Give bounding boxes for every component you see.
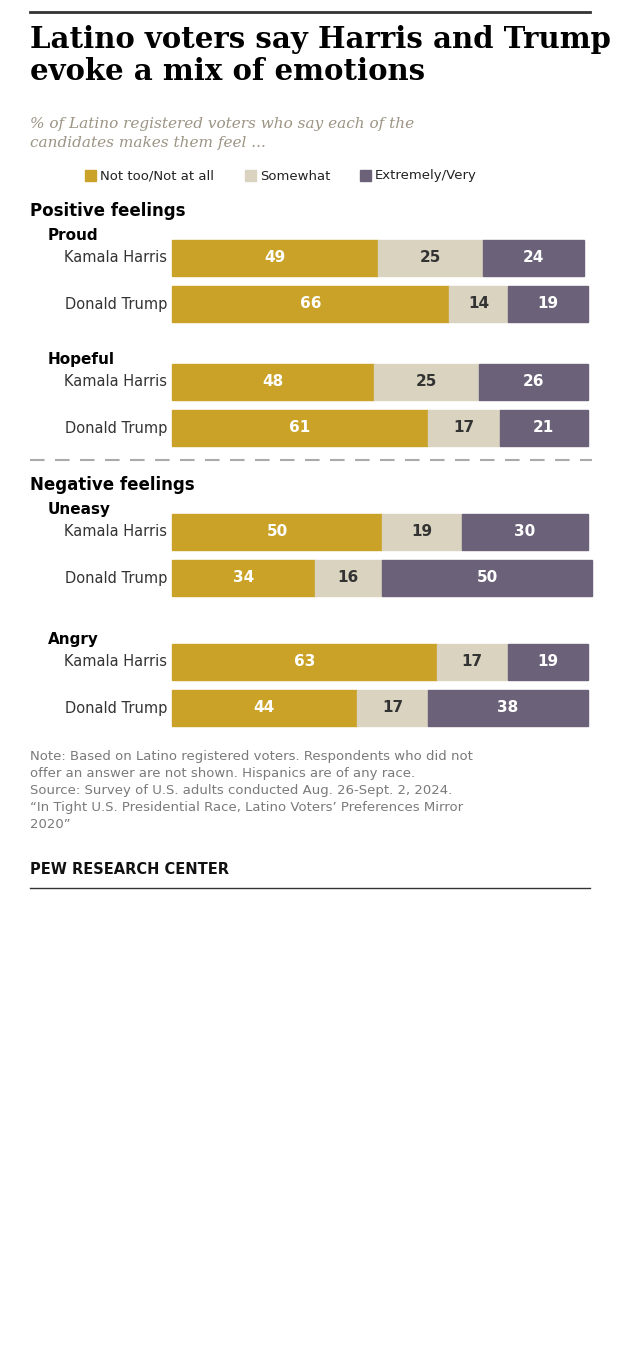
Bar bbox=[245, 170, 256, 181]
Text: 49: 49 bbox=[264, 251, 286, 266]
Text: PEW RESEARCH CENTER: PEW RESEARCH CENTER bbox=[30, 863, 229, 878]
Bar bbox=[356, 690, 428, 726]
Bar bbox=[428, 690, 588, 726]
Bar bbox=[450, 286, 508, 323]
Text: 38: 38 bbox=[497, 701, 518, 716]
Text: 19: 19 bbox=[538, 655, 559, 670]
Text: Note: Based on Latino registered voters. Respondents who did not: Note: Based on Latino registered voters.… bbox=[30, 751, 473, 763]
Text: Kamala Harris: Kamala Harris bbox=[64, 655, 167, 670]
Text: 50: 50 bbox=[476, 571, 498, 586]
Bar bbox=[500, 410, 588, 446]
Text: Kamala Harris: Kamala Harris bbox=[64, 525, 167, 540]
Text: Negative feelings: Negative feelings bbox=[30, 477, 195, 494]
Text: 17: 17 bbox=[462, 655, 483, 670]
Text: 44: 44 bbox=[254, 701, 275, 716]
Text: 16: 16 bbox=[338, 571, 359, 586]
Bar bbox=[172, 690, 356, 726]
Text: 34: 34 bbox=[232, 571, 254, 586]
Bar bbox=[508, 644, 588, 680]
Text: 21: 21 bbox=[533, 420, 554, 436]
Bar bbox=[436, 644, 508, 680]
Text: 19: 19 bbox=[538, 297, 559, 312]
Bar bbox=[462, 514, 588, 549]
Text: 25: 25 bbox=[420, 251, 441, 266]
Bar bbox=[508, 286, 588, 323]
Text: 25: 25 bbox=[415, 374, 436, 390]
Text: Donald Trump: Donald Trump bbox=[64, 701, 167, 716]
Text: 17: 17 bbox=[453, 420, 474, 436]
Bar bbox=[378, 240, 483, 275]
Bar bbox=[479, 364, 588, 400]
Text: Latino voters say Harris and Trump
evoke a mix of emotions: Latino voters say Harris and Trump evoke… bbox=[30, 26, 611, 86]
Text: 30: 30 bbox=[514, 525, 536, 540]
Text: Donald Trump: Donald Trump bbox=[64, 420, 167, 436]
Text: Not too/Not at all: Not too/Not at all bbox=[100, 170, 214, 182]
Bar bbox=[172, 644, 436, 680]
Text: Angry: Angry bbox=[48, 632, 99, 647]
Bar bbox=[172, 560, 315, 595]
Bar bbox=[172, 286, 450, 323]
Text: Source: Survey of U.S. adults conducted Aug. 26-Sept. 2, 2024.: Source: Survey of U.S. adults conducted … bbox=[30, 784, 452, 796]
Text: 24: 24 bbox=[523, 251, 544, 266]
Text: Proud: Proud bbox=[48, 228, 99, 243]
Text: Kamala Harris: Kamala Harris bbox=[64, 374, 167, 390]
Bar bbox=[382, 514, 462, 549]
Text: Kamala Harris: Kamala Harris bbox=[64, 251, 167, 266]
Text: 63: 63 bbox=[294, 655, 315, 670]
Bar bbox=[172, 240, 378, 275]
Text: % of Latino registered voters who say each of the
candidates makes them feel ...: % of Latino registered voters who say ea… bbox=[30, 117, 414, 150]
Text: 48: 48 bbox=[262, 374, 283, 390]
Bar bbox=[428, 410, 500, 446]
Text: 17: 17 bbox=[382, 701, 403, 716]
Text: 2020”: 2020” bbox=[30, 818, 71, 832]
Text: 26: 26 bbox=[523, 374, 544, 390]
Bar bbox=[382, 560, 592, 595]
Text: Extremely/Very: Extremely/Very bbox=[375, 170, 477, 182]
Bar bbox=[172, 410, 428, 446]
Bar bbox=[360, 170, 371, 181]
Text: 61: 61 bbox=[290, 420, 311, 436]
Bar bbox=[85, 170, 96, 181]
Text: “In Tight U.S. Presidential Race, Latino Voters’ Preferences Mirror: “In Tight U.S. Presidential Race, Latino… bbox=[30, 801, 463, 814]
Text: Donald Trump: Donald Trump bbox=[64, 297, 167, 312]
Text: Hopeful: Hopeful bbox=[48, 352, 115, 367]
Text: Somewhat: Somewhat bbox=[260, 170, 330, 182]
Text: 50: 50 bbox=[267, 525, 288, 540]
Text: Donald Trump: Donald Trump bbox=[64, 571, 167, 586]
Bar bbox=[172, 364, 374, 400]
Text: 19: 19 bbox=[411, 525, 433, 540]
Bar bbox=[374, 364, 479, 400]
Text: 66: 66 bbox=[300, 297, 321, 312]
Text: Positive feelings: Positive feelings bbox=[30, 202, 185, 220]
Text: Uneasy: Uneasy bbox=[48, 502, 111, 517]
Bar bbox=[483, 240, 583, 275]
Bar bbox=[172, 514, 382, 549]
Text: 14: 14 bbox=[468, 297, 489, 312]
Bar bbox=[315, 560, 382, 595]
Text: offer an answer are not shown. Hispanics are of any race.: offer an answer are not shown. Hispanics… bbox=[30, 767, 415, 780]
